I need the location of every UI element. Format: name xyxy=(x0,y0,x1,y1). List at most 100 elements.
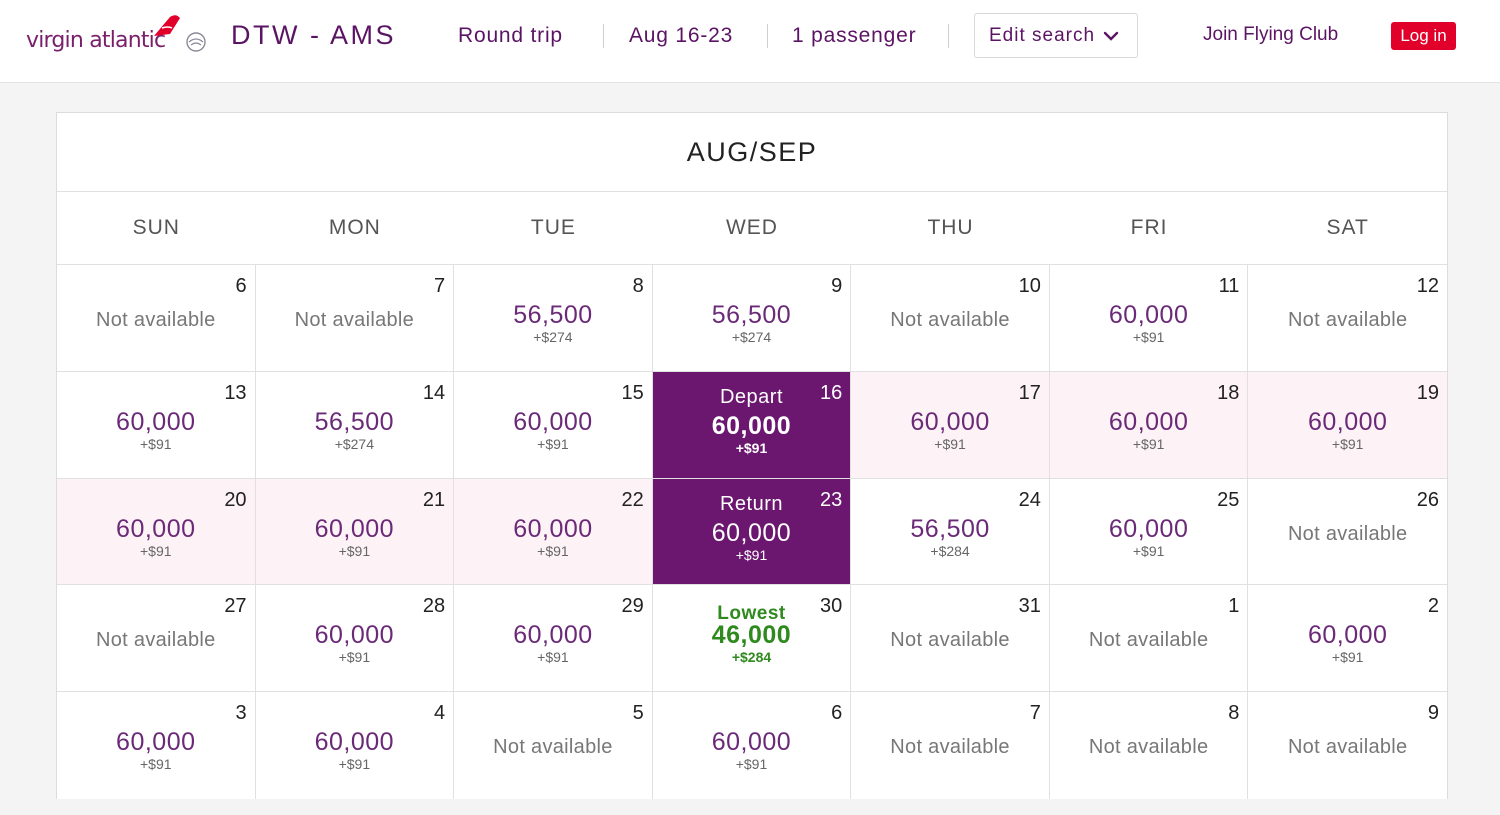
day-number: 5 xyxy=(632,702,644,725)
edit-search-label: Edit search xyxy=(989,24,1096,46)
miles-price: 60,000 xyxy=(513,621,593,650)
login-button[interactable]: Log in xyxy=(1391,22,1456,50)
calendar-day-cell[interactable]: 22 60,000 +$91 xyxy=(454,478,653,586)
taxes-fees: +$284 xyxy=(731,649,772,666)
calendar-day-cell: 26 Not available xyxy=(1248,478,1447,586)
taxes-fees: +$91 xyxy=(338,649,371,666)
taxes-fees: +$91 xyxy=(140,435,172,452)
taxes-fees: +$91 xyxy=(735,439,768,456)
calendar-day-cell[interactable]: 30 Lowest 46,000 +$284 xyxy=(652,585,852,693)
day-number: 7 xyxy=(1029,702,1041,725)
taxes-fees: +$91 xyxy=(537,542,569,559)
day-number: 13 xyxy=(224,381,247,404)
miles-price: 60,000 xyxy=(1108,514,1189,543)
calendar-day-cell[interactable]: 14 56,500 +$274 xyxy=(255,371,455,479)
not-available-label: Not available xyxy=(493,736,613,759)
taxes-fees: +$91 xyxy=(140,756,172,773)
trip-dates[interactable]: Aug 16-23 xyxy=(629,24,734,47)
calendar-day-cell[interactable]: 20 60,000 +$91 xyxy=(57,478,256,586)
miles-price: 60,000 xyxy=(1108,407,1189,436)
calendar-day-cell: 5 Not available xyxy=(454,692,653,799)
calendar-day-cell[interactable]: 29 60,000 +$91 xyxy=(454,585,653,693)
miles-price: 60,000 xyxy=(711,518,792,547)
miles-price: 60,000 xyxy=(116,728,196,757)
fare-calendar: AUG/SEP SUN MON TUE WED THU FRI SAT 6 Not… xyxy=(56,112,1448,799)
day-number: 21 xyxy=(422,488,446,511)
miles-price: 60,000 xyxy=(116,514,196,543)
weekday-header: SUN MON TUE WED THU FRI SAT xyxy=(57,192,1447,265)
weekday-label: SAT xyxy=(1326,216,1369,239)
day-number: 2 xyxy=(1427,595,1439,618)
miles-price: 60,000 xyxy=(314,621,395,650)
day-number: 23 xyxy=(820,488,843,511)
not-available-label: Not available xyxy=(1287,736,1408,759)
day-tag: Lowest xyxy=(717,603,786,625)
day-number: 4 xyxy=(434,702,446,725)
day-number: 19 xyxy=(1416,381,1439,404)
edit-search-button[interactable]: Edit search xyxy=(974,13,1138,58)
month-label: AUG/SEP xyxy=(57,113,1447,192)
calendar-day-cell[interactable]: 23 Return 60,000 +$91 xyxy=(652,478,852,586)
taxes-fees: +$91 xyxy=(1331,435,1364,452)
miles-price: 60,000 xyxy=(1307,407,1388,436)
virgin-atlantic-logo[interactable]: virgin atlantic xyxy=(26,14,211,58)
calendar-day-cell: 7 Not available xyxy=(255,265,455,372)
day-number: 6 xyxy=(235,275,247,297)
calendar-day-cell: 9 Not available xyxy=(1248,692,1447,799)
calendar-day-cell[interactable]: 2 60,000 +$91 xyxy=(1248,585,1447,693)
virgin-tail-icon xyxy=(154,15,180,37)
day-number: 18 xyxy=(1217,381,1240,404)
day-number: 11 xyxy=(1218,275,1240,297)
calendar-day-cell[interactable]: 4 60,000 +$91 xyxy=(255,692,455,799)
header-divider xyxy=(767,24,768,48)
weekday-label: FRI xyxy=(1130,216,1168,239)
calendar-day-cell[interactable]: 18 60,000 +$91 xyxy=(1049,371,1249,479)
day-number: 22 xyxy=(621,488,644,511)
day-number: 9 xyxy=(831,275,843,297)
not-available-label: Not available xyxy=(1287,309,1408,331)
calendar-day-cell[interactable]: 15 60,000 +$91 xyxy=(454,371,653,479)
day-number: 27 xyxy=(224,595,247,618)
taxes-fees: +$91 xyxy=(1132,329,1165,345)
taxes-fees: +$91 xyxy=(735,756,768,773)
calendar-day-cell[interactable]: 16 Depart 60,000 +$91 xyxy=(652,371,852,479)
calendar-day-cell[interactable]: 19 60,000 +$91 xyxy=(1248,371,1447,479)
taxes-fees: +$274 xyxy=(334,435,375,452)
not-available-label: Not available xyxy=(1088,629,1209,652)
taxes-fees: +$91 xyxy=(1331,649,1364,666)
trip-type[interactable]: Round trip xyxy=(458,24,563,47)
calendar-day-cell[interactable]: 9 56,500 +$274 xyxy=(652,265,852,372)
day-number: 3 xyxy=(235,702,247,725)
miles-price: 46,000 xyxy=(711,621,792,650)
taxes-fees: +$91 xyxy=(140,542,172,559)
taxes-fees: +$91 xyxy=(338,542,371,559)
day-tag: Depart xyxy=(719,385,783,408)
calendar-day-cell[interactable]: 25 60,000 +$91 xyxy=(1049,478,1249,586)
miles-price: 60,000 xyxy=(1108,301,1189,329)
miles-price: 56,500 xyxy=(513,301,593,329)
chevron-down-icon xyxy=(1103,31,1119,41)
weekday-label: THU xyxy=(927,216,974,239)
passenger-count[interactable]: 1 passenger xyxy=(792,24,917,47)
calendar-day-cell: 6 Not available xyxy=(57,265,256,372)
calendar-day-cell[interactable]: 8 56,500 +$274 xyxy=(454,265,653,372)
calendar-day-cell[interactable]: 28 60,000 +$91 xyxy=(255,585,455,693)
calendar-day-cell[interactable]: 24 56,500 +$284 xyxy=(851,478,1050,586)
weekday-label: TUE xyxy=(530,216,576,239)
calendar-day-cell[interactable]: 6 60,000 +$91 xyxy=(652,692,852,799)
weekday-label: WED xyxy=(725,216,778,239)
miles-price: 60,000 xyxy=(513,407,593,436)
not-available-label: Not available xyxy=(1088,736,1209,759)
not-available-label: Not available xyxy=(890,309,1010,331)
not-available-label: Not available xyxy=(1287,522,1408,545)
join-flying-club-link[interactable]: Join Flying Club xyxy=(1203,24,1339,45)
calendar-day-cell[interactable]: 21 60,000 +$91 xyxy=(255,478,455,586)
calendar-day-cell[interactable]: 17 60,000 +$91 xyxy=(851,371,1050,479)
calendar-day-cell[interactable]: 11 60,000 +$91 xyxy=(1049,265,1249,372)
calendar-day-cell[interactable]: 3 60,000 +$91 xyxy=(57,692,256,799)
miles-price: 60,000 xyxy=(314,514,395,543)
miles-price: 56,500 xyxy=(314,407,395,436)
taxes-fees: +$91 xyxy=(934,435,966,452)
not-available-label: Not available xyxy=(96,629,216,652)
calendar-day-cell[interactable]: 13 60,000 +$91 xyxy=(57,371,256,479)
